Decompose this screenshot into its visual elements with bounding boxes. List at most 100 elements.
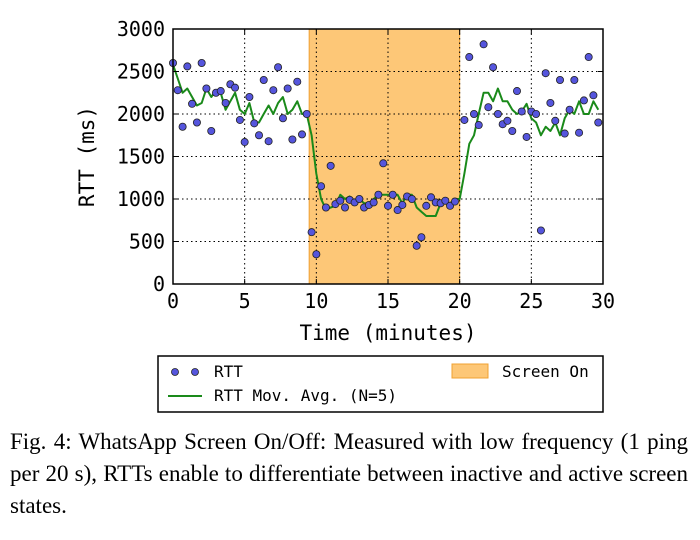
rtt-point <box>565 105 574 114</box>
rtt-point <box>302 110 311 119</box>
rtt-point <box>426 193 435 202</box>
rtt-point <box>536 226 545 235</box>
rtt-point <box>407 194 416 203</box>
y-tick-label: 3000 <box>117 17 165 41</box>
rtt-point <box>546 98 555 107</box>
rtt-point <box>264 137 273 146</box>
rtt-point <box>479 40 488 49</box>
rtt-point <box>517 107 526 116</box>
rtt-point <box>259 76 268 85</box>
rtt-point <box>513 87 522 96</box>
rtt-point <box>197 59 206 68</box>
rtt-point <box>269 86 278 95</box>
moving-average-layer <box>172 64 600 217</box>
x-tick-label: 10 <box>304 289 328 313</box>
rtt-point <box>379 159 388 168</box>
rtt-point <box>484 103 493 112</box>
rtt-point <box>235 115 244 124</box>
rtt-point <box>297 130 306 139</box>
rtt-point <box>489 63 498 72</box>
rtt-point <box>207 127 216 136</box>
rtt-point <box>173 86 182 95</box>
y-tick-label: 500 <box>129 230 165 254</box>
rtt-point <box>183 62 192 71</box>
rtt-point <box>450 197 459 206</box>
rtt-point <box>570 76 579 85</box>
rtt-point <box>589 91 598 100</box>
rtt-point <box>560 129 569 138</box>
y-tick-label: 1500 <box>117 145 165 169</box>
rtt-point <box>288 135 297 144</box>
rtt-point <box>178 122 187 131</box>
legend-rtt-marker <box>171 368 179 376</box>
x-axis-label: Time (minutes) <box>299 321 476 345</box>
rtt-point <box>202 84 211 93</box>
legend-avg-label: RTT Mov. Avg. (N=5) <box>214 386 397 405</box>
rtt-point <box>374 190 383 199</box>
legend-screen-on-label: Screen On <box>502 362 589 381</box>
rtt-point <box>465 53 474 62</box>
rtt-point <box>474 121 483 130</box>
x-tick-label: 25 <box>519 289 543 313</box>
rtt-point <box>393 206 402 215</box>
rtt-point <box>532 110 541 119</box>
y-axis-label: RTT (ms) <box>75 106 99 207</box>
rtt-point <box>278 114 287 123</box>
y-tick-label: 2000 <box>117 102 165 126</box>
rtt-point <box>556 76 565 85</box>
rtt-point <box>469 110 478 119</box>
rtt-point <box>312 250 321 259</box>
rtt-point <box>245 93 254 102</box>
rtt-point <box>293 77 302 86</box>
rtt-point <box>594 118 603 127</box>
rtt-point <box>326 161 335 170</box>
rtt-point <box>398 200 407 209</box>
rtt-point <box>579 96 588 105</box>
rtt-point <box>412 241 421 250</box>
x-tick-label: 0 <box>167 289 179 313</box>
rtt-point <box>355 194 364 203</box>
rtt-point <box>369 198 378 207</box>
rtt-point <box>307 228 316 237</box>
rtt-point <box>231 83 240 92</box>
rtt-point <box>441 196 450 205</box>
rtt-point <box>317 182 326 191</box>
legend-rtt-label: RTT <box>214 362 243 381</box>
rtt-point <box>221 98 230 107</box>
rtt-point <box>283 84 292 93</box>
x-tick-label: 15 <box>376 289 400 313</box>
rtt-point <box>460 115 469 124</box>
rtt-point <box>575 128 584 137</box>
rtt-point <box>192 118 201 127</box>
rtt-point <box>336 196 345 205</box>
rtt-point <box>240 138 249 147</box>
rtt-point <box>321 203 330 212</box>
y-tick-label: 0 <box>153 272 165 296</box>
rtt-point <box>383 201 392 210</box>
rtt-points-layer <box>168 40 603 259</box>
rtt-point <box>188 99 197 108</box>
y-tick-label: 2500 <box>117 60 165 84</box>
rtt-point <box>274 63 283 72</box>
legend-rtt-marker <box>191 368 199 376</box>
moving-average-line <box>172 64 600 217</box>
legend: RTT RTT Mov. Avg. (N=5) Screen On <box>157 355 604 413</box>
legend-box <box>157 355 604 413</box>
y-tick-label: 1000 <box>117 187 165 211</box>
rtt-point <box>422 201 431 210</box>
rtt-point <box>493 110 502 119</box>
rtt-point <box>388 190 397 199</box>
rtt-point <box>508 127 517 136</box>
rtt-point <box>250 119 259 128</box>
tick-layer: 0 5 10 15 20 25 30 0 500 1000 1500 2000 2500 3000 <box>117 17 615 313</box>
rtt-point <box>216 87 225 96</box>
rtt-point <box>522 132 531 141</box>
rtt-point <box>417 233 426 242</box>
rtt-point <box>584 53 593 62</box>
rtt-point <box>541 69 550 78</box>
figure-caption: Fig. 4: WhatsApp Screen On/Off: Measured… <box>10 429 688 518</box>
chart: 0 5 10 15 20 25 30 0 500 1000 1500 2000 2500 3000 Tim… <box>75 17 615 413</box>
x-tick-label: 5 <box>239 289 251 313</box>
x-tick-label: 20 <box>448 289 472 313</box>
rtt-point <box>551 116 560 125</box>
